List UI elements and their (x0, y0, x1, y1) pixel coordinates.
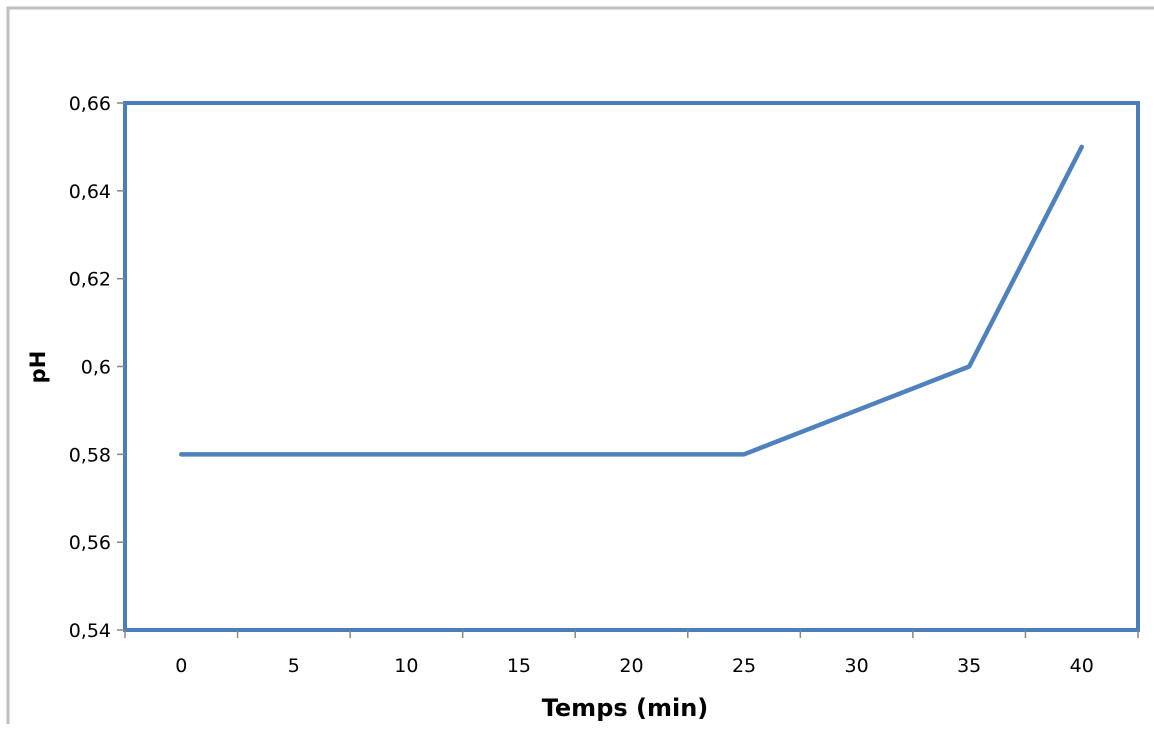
y-tick-label: 0,56 (69, 532, 111, 554)
series-group (181, 147, 1082, 455)
x-tick-label: 5 (288, 655, 300, 677)
x-tick-label: 0 (175, 655, 187, 677)
y-tick-label: 0,66 (69, 93, 111, 115)
y-tick-label: 0,64 (69, 181, 111, 203)
y-tick-label: 0,58 (69, 444, 111, 466)
x-axis-ticks: 0 5 10 15 20 25 30 35 40 (125, 630, 1138, 677)
x-tick-label: 40 (1070, 655, 1094, 677)
x-tick-label: 30 (845, 655, 869, 677)
y-tick-label: 0,6 (81, 357, 111, 379)
y-axis-ticks: 0,54 0,56 0,58 0,6 0,62 0,64 0,66 (69, 93, 125, 642)
y-tick-label: 0,62 (69, 269, 111, 291)
x-tick-label: 15 (507, 655, 531, 677)
x-tick-label: 25 (732, 655, 756, 677)
series-line (181, 147, 1081, 454)
plot-area-border (125, 103, 1138, 630)
y-tick-label: 0,54 (69, 620, 111, 642)
x-axis-label: Temps (min) (542, 694, 709, 722)
x-tick-label: 20 (619, 655, 643, 677)
chart-area-border (8, 8, 1154, 724)
x-tick-label: 35 (957, 655, 981, 677)
x-tick-label: 10 (394, 655, 418, 677)
y-axis-label: pH (26, 351, 50, 384)
